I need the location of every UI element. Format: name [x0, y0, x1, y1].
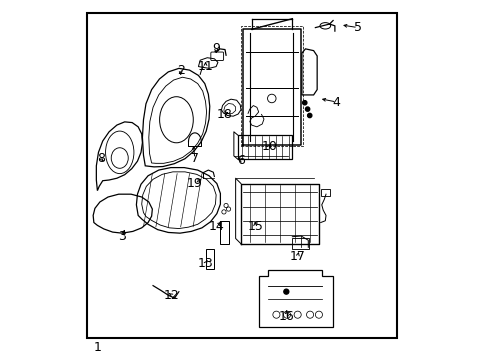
Text: 19: 19	[186, 177, 203, 190]
Text: 13: 13	[197, 257, 213, 270]
Bar	[86, 13, 396, 338]
Circle shape	[302, 100, 306, 105]
Circle shape	[307, 113, 311, 118]
Bar	[320, 189, 329, 196]
Text: 8: 8	[97, 152, 105, 165]
Text: 1: 1	[93, 341, 101, 354]
Text: 11: 11	[197, 60, 213, 73]
Bar	[219, 221, 228, 244]
Bar	[206, 249, 214, 269]
Text: 10: 10	[261, 140, 277, 153]
Text: 2: 2	[176, 64, 184, 77]
Text: 16: 16	[279, 310, 294, 323]
Text: 12: 12	[163, 289, 180, 302]
Text: 17: 17	[289, 250, 305, 263]
Text: 5: 5	[353, 21, 361, 34]
Bar	[292, 238, 309, 249]
Text: 4: 4	[332, 95, 340, 108]
Text: 7: 7	[190, 152, 199, 165]
Text: 18: 18	[217, 108, 232, 121]
Text: 14: 14	[208, 220, 224, 233]
Circle shape	[305, 107, 309, 111]
Circle shape	[283, 289, 288, 294]
Bar	[241, 26, 303, 146]
Text: 3: 3	[118, 230, 126, 243]
Text: 15: 15	[247, 220, 263, 233]
Text: 6: 6	[237, 154, 244, 167]
Text: 9: 9	[212, 42, 220, 55]
Bar	[238, 135, 291, 159]
